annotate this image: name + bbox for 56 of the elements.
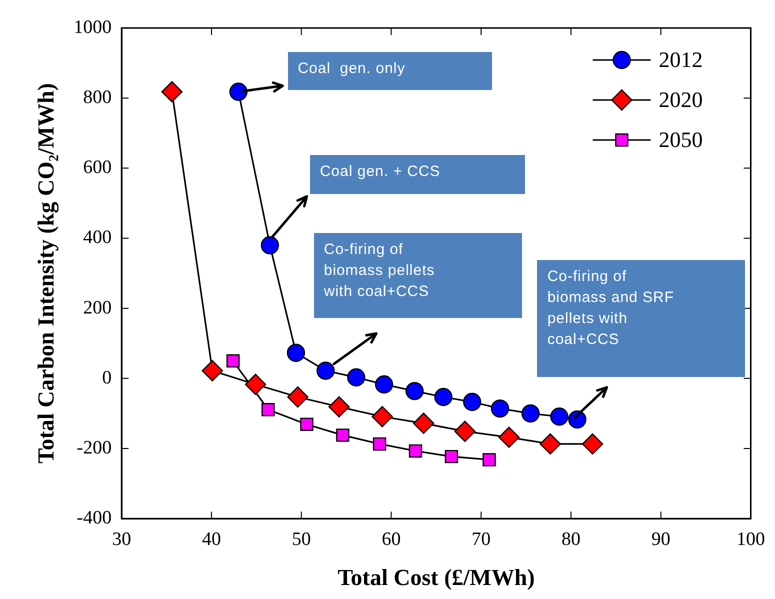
point [408,444,422,458]
y-tick-label: 0 [102,367,112,388]
point [582,433,604,455]
point [347,368,366,386]
point [261,403,275,416]
x-axis-title: Total Cost (£/MWh) [338,565,535,590]
point [260,236,279,254]
point [226,354,240,368]
point [374,375,394,394]
y-tick-label: 1000 [74,16,112,38]
note-box: Coal gen. only [288,52,492,90]
y-tick-label: 800 [83,87,112,108]
y-tick-label: -400 [76,508,112,529]
point [286,344,306,362]
point [316,362,335,380]
point [482,453,496,466]
point [454,420,476,442]
point [300,418,314,431]
legend-label: 2020 [658,86,703,112]
point [202,360,223,382]
x-tick-label: 100 [736,528,765,550]
point [244,374,266,395]
y-axis-title: Total Carbon Intensity (kg CO₂/MWh) [34,83,60,464]
note-box: Co-firing of biomass pellets with coal+CCS [314,232,522,318]
y-tick-label: 400 [83,227,112,248]
point [490,399,510,418]
point [161,81,183,102]
point [521,404,540,423]
x-tick-label: 50 [292,528,311,550]
x-tick-label: 70 [472,528,491,550]
legend-label: 2012 [658,46,703,72]
x-tick-label: 80 [561,528,580,550]
legend-label: 2050 [658,126,703,152]
note-box: Coal gen. + CCS [310,155,526,194]
point [406,382,424,400]
point [372,437,386,451]
x-tick-label: 30 [112,528,132,550]
y-tick-label: 600 [83,157,112,178]
point [434,388,452,406]
x-tick-label: 60 [382,528,401,550]
point [287,386,308,408]
y-tick-label: 200 [83,297,112,318]
point [550,408,568,426]
point [463,392,482,412]
x-tick-label: 90 [651,528,670,550]
point [444,450,458,464]
x-tick-label: 40 [202,528,221,550]
y-tick-label: -200 [76,438,112,458]
point [229,82,248,101]
point [540,433,561,455]
point [412,412,434,434]
point [498,426,520,448]
point [328,396,350,418]
point [372,406,393,428]
point [336,428,350,442]
note-box: Co-firing of biomass and SRF pellets with coal+CCS [537,260,745,377]
